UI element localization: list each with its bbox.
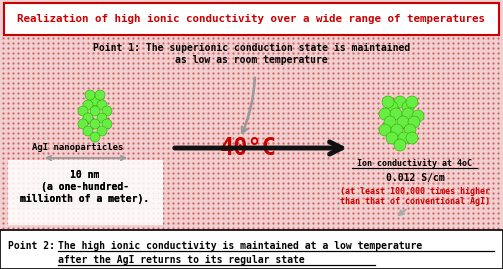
Circle shape [83,113,93,123]
Text: 40°C: 40°C [219,136,277,160]
Circle shape [406,132,418,144]
Circle shape [97,126,107,136]
Text: Point 1: The superionic conduction state is maintained: Point 1: The superionic conduction state… [93,43,410,53]
Circle shape [95,90,105,100]
Text: 10 nm: 10 nm [70,170,100,180]
Circle shape [97,100,107,110]
Bar [8,160,163,225]
Text: 0.012 S/cm: 0.012 S/cm [386,173,444,183]
Bar [0,230,503,269]
Text: AgI nanoparticles: AgI nanoparticles [32,143,124,153]
Text: millionth of a meter).: millionth of a meter). [21,194,149,204]
Circle shape [90,106,100,116]
Circle shape [90,119,100,129]
Text: 10 nm: 10 nm [70,170,100,180]
Text: Realization of high ionic conductivity over a wide range of temperatures: Realization of high ionic conductivity o… [18,14,485,24]
Circle shape [402,101,414,113]
Text: after the AgI returns to its regular state: after the AgI returns to its regular sta… [58,255,305,265]
Text: Ion conductivity at 4oC: Ion conductivity at 4oC [358,158,472,168]
Circle shape [390,108,402,120]
Circle shape [78,106,88,116]
Text: (a one-hundred-: (a one-hundred- [41,182,129,192]
Text: (at least 100,000 times higher: (at least 100,000 times higher [340,186,490,196]
Bar [4,3,499,35]
Circle shape [102,106,112,116]
Circle shape [83,100,93,110]
Text: than that of conventional AgI): than that of conventional AgI) [340,197,490,207]
Text: as low as room temperature: as low as room temperature [175,55,328,65]
Circle shape [97,113,107,123]
Circle shape [382,96,394,108]
Circle shape [83,126,93,136]
Text: millionth of a meter).: millionth of a meter). [21,194,149,204]
Circle shape [85,90,95,100]
Circle shape [406,96,418,108]
Circle shape [386,132,398,144]
Circle shape [398,132,410,144]
Text: Point 2:: Point 2: [8,241,61,251]
Text: (a one-hundred-: (a one-hundred- [41,182,129,192]
Circle shape [402,108,414,120]
Circle shape [386,101,398,113]
Circle shape [379,124,391,136]
Circle shape [90,96,100,106]
Circle shape [90,132,100,142]
Circle shape [102,119,112,129]
Circle shape [397,116,409,128]
Circle shape [408,116,420,128]
Circle shape [412,110,424,122]
Circle shape [394,139,406,151]
Circle shape [384,116,396,128]
Circle shape [78,119,88,129]
Circle shape [379,108,391,120]
Circle shape [394,96,406,108]
Circle shape [404,124,416,136]
Text: The high ionic conductivity is maintained at a low temperature: The high ionic conductivity is maintaine… [58,241,422,251]
Circle shape [391,124,403,136]
